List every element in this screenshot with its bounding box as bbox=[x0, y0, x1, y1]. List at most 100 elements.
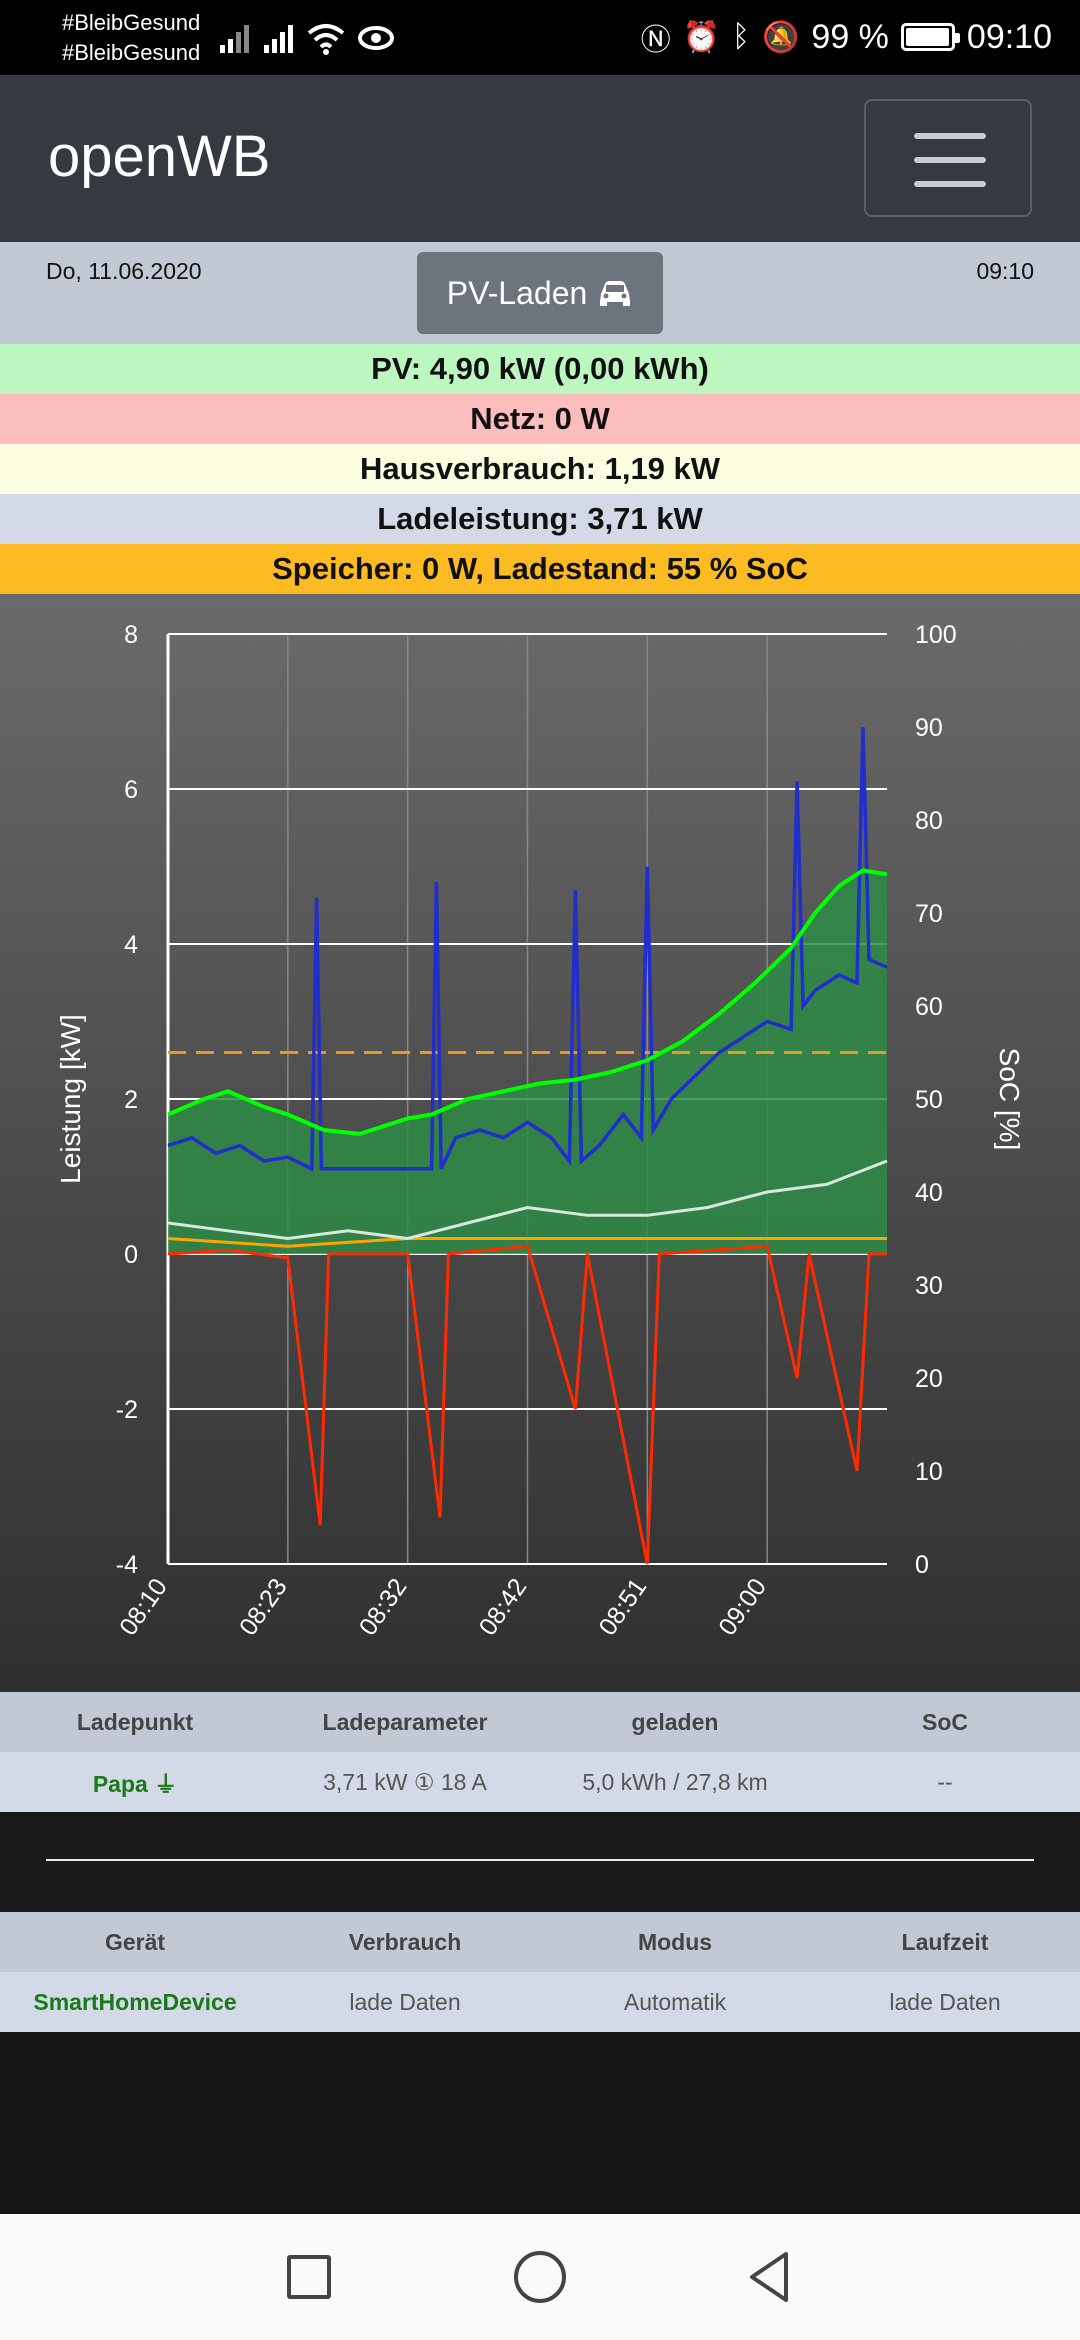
bluetooth-icon: ᛒ bbox=[732, 20, 751, 53]
y2-tick-label: 100 bbox=[915, 621, 957, 649]
header-laufzeit: Laufzeit bbox=[901, 1928, 989, 1955]
device-name[interactable]: SmartHomeDevice bbox=[33, 1988, 237, 2015]
y2-tick-label: 90 bbox=[915, 714, 943, 742]
clock: 09:10 bbox=[966, 17, 1052, 56]
charge-mode-label: PV-Laden bbox=[446, 274, 588, 311]
info-row: Do, 11.06.2020 PV-Laden 09:10 bbox=[0, 242, 1080, 344]
signal-group bbox=[218, 18, 396, 58]
hamburger-icon bbox=[914, 133, 986, 139]
y-axis-title: Leistung [kW] bbox=[55, 1014, 86, 1184]
chargepoint-name[interactable]: Papa ⏚ bbox=[0, 1765, 270, 1799]
x-tick-label: 09:00 bbox=[713, 1573, 772, 1640]
recents-button[interactable] bbox=[287, 2255, 331, 2299]
x-tick-label: 08:23 bbox=[234, 1573, 293, 1640]
carrier-label: #BleibGesund #BleibGesund bbox=[62, 8, 200, 68]
header-soc: SoC bbox=[922, 1708, 968, 1735]
x-tick-label: 08:51 bbox=[593, 1573, 652, 1640]
back-button[interactable] bbox=[746, 2250, 792, 2304]
chargepoint-name-text: Papa bbox=[92, 1771, 148, 1797]
carrier-line-1: #BleibGesund bbox=[62, 10, 201, 35]
chargepoint-params: 3,71 kW ① 18 A bbox=[323, 1768, 487, 1795]
x-tick-label: 08:10 bbox=[114, 1573, 173, 1640]
hamburger-icon bbox=[914, 181, 986, 187]
car-icon bbox=[600, 281, 631, 306]
power-chart[interactable]: 8 6 4 2 0 -2 -4 100 90 80 70 60 50 40 30 20 10 0 08:10 08:2… bbox=[0, 594, 1080, 1692]
device-mode[interactable]: Automatik bbox=[623, 1988, 727, 2015]
x-tick-label: 08:32 bbox=[354, 1573, 413, 1640]
menu-button[interactable] bbox=[864, 99, 1032, 217]
charging-power-status: Ladeleistung: 3,71 kW bbox=[0, 494, 1080, 544]
battery-percent: 99 % bbox=[811, 17, 889, 56]
netz-line bbox=[167, 1244, 887, 1565]
chargepoint-table: Ladepunkt Ladeparameter geladen SoC Papa… bbox=[0, 1692, 1080, 1812]
mute-icon: 🔕 bbox=[762, 20, 800, 54]
brand-logo[interactable]: openWB bbox=[48, 124, 271, 189]
time-label: 09:10 bbox=[976, 258, 1034, 284]
y-tick-label: 6 bbox=[124, 776, 138, 804]
y2-tick-label: 50 bbox=[915, 1086, 943, 1114]
header-ladeparameter: Ladeparameter bbox=[322, 1708, 488, 1735]
table-row[interactable]: Papa ⏚ 3,71 kW ① 18 A 5,0 kWh / 27,8 km … bbox=[0, 1752, 1080, 1812]
plug-icon: ⏚ bbox=[154, 1771, 178, 1797]
y2-tick-label: 60 bbox=[915, 993, 943, 1021]
signal-icon bbox=[264, 25, 293, 53]
signal-icon bbox=[220, 25, 249, 53]
header-ladepunkt: Ladepunkt bbox=[76, 1708, 194, 1735]
battery-fill bbox=[905, 28, 950, 46]
header-geladen: geladen bbox=[631, 1708, 719, 1735]
y-tick-label: 0 bbox=[124, 1241, 138, 1269]
smarthome-table: Gerät Verbrauch Modus Laufzeit SmartHome… bbox=[0, 1912, 1080, 2032]
header-verbrauch: Verbrauch bbox=[348, 1928, 462, 1955]
pv-area bbox=[168, 870, 887, 1254]
empty-area bbox=[0, 2032, 1080, 2214]
chargepoint-charged: 5,0 kWh / 27,8 km bbox=[582, 1768, 768, 1795]
device-runtime: lade Daten bbox=[889, 1988, 1001, 2015]
y2-tick-label: 70 bbox=[915, 900, 943, 928]
y2-tick-label: 20 bbox=[915, 1365, 943, 1393]
pv-status: PV: 4,90 kW (0,00 kWh) bbox=[0, 344, 1080, 394]
eye-icon bbox=[358, 26, 394, 50]
y2-axis-title: SoC [%] bbox=[994, 1048, 1025, 1151]
wifi-icon bbox=[307, 24, 345, 55]
divider bbox=[46, 1859, 1034, 1861]
nfc-icon: Ⓝ bbox=[640, 24, 671, 57]
smarthome-table-header: Gerät Verbrauch Modus Laufzeit bbox=[0, 1912, 1080, 1972]
y-tick-label: 8 bbox=[124, 621, 138, 649]
header-geraet: Gerät bbox=[104, 1928, 166, 1955]
pv-line bbox=[167, 868, 888, 1136]
y2-tick-label: 40 bbox=[915, 1179, 943, 1207]
chargepoint-soc: -- bbox=[937, 1768, 953, 1795]
y-tick-label: 2 bbox=[124, 1086, 138, 1114]
carrier-line-2: #BleibGesund bbox=[62, 40, 201, 65]
status-right: Ⓝ ⏰ ᛒ 🔕 99 % 09:10 bbox=[641, 14, 1052, 60]
speicher-line bbox=[167, 1237, 887, 1248]
house-consumption-status: Hausverbrauch: 1,19 kW bbox=[0, 444, 1080, 494]
y-tick-label: 4 bbox=[124, 931, 138, 959]
y2-tick-label: 80 bbox=[915, 807, 943, 835]
y-tick-label: -2 bbox=[116, 1396, 138, 1424]
y2-tick-label: 10 bbox=[915, 1458, 943, 1486]
charge-mode-button[interactable]: PV-Laden bbox=[417, 252, 663, 334]
separator-area bbox=[0, 1812, 1080, 1912]
battery-icon bbox=[900, 23, 960, 51]
y-tick-label: -4 bbox=[116, 1551, 138, 1579]
chargepoint-table-header: Ladepunkt Ladeparameter geladen SoC bbox=[0, 1692, 1080, 1752]
y2-tick-label: 0 bbox=[915, 1551, 929, 1579]
table-row[interactable]: SmartHomeDevice lade Daten Automatik lad… bbox=[0, 1972, 1080, 2032]
hausverbrauch-line bbox=[167, 1159, 888, 1241]
y2-tick-label: 30 bbox=[915, 1272, 943, 1300]
date-label: Do, 11.06.2020 bbox=[46, 258, 202, 284]
status-bar: #BleibGesund #BleibGesund Ⓝ ⏰ ᛒ 🔕 99 % 0… bbox=[0, 0, 1080, 75]
home-button[interactable] bbox=[514, 2251, 566, 2303]
header-modus: Modus bbox=[637, 1928, 713, 1955]
storage-status: Speicher: 0 W, Ladestand: 55 % SoC bbox=[0, 544, 1080, 594]
ladeleistung-line bbox=[167, 726, 888, 1172]
alarm-icon: ⏰ bbox=[682, 20, 721, 54]
grid-status: Netz: 0 W bbox=[0, 394, 1080, 444]
navbar: openWB bbox=[0, 75, 1080, 242]
device-consumption: lade Daten bbox=[349, 1988, 461, 2015]
x-tick-label: 08:42 bbox=[474, 1573, 533, 1640]
system-nav-bar bbox=[0, 2214, 1080, 2340]
hamburger-icon bbox=[914, 157, 986, 163]
